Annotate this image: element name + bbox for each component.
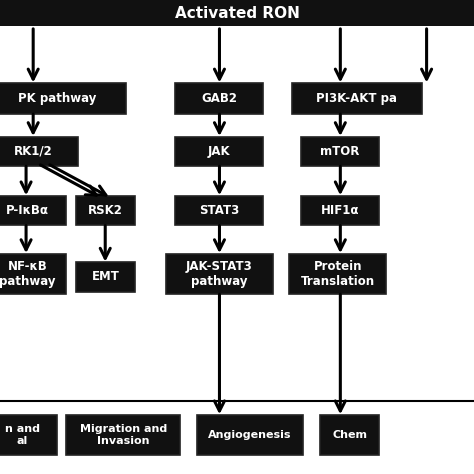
Text: JAK: JAK [208,145,230,158]
FancyBboxPatch shape [0,196,66,225]
FancyBboxPatch shape [0,254,66,294]
Text: Angiogenesis: Angiogenesis [208,430,292,440]
FancyBboxPatch shape [76,262,135,292]
FancyBboxPatch shape [175,137,263,166]
FancyBboxPatch shape [320,415,379,455]
Text: STAT3: STAT3 [199,204,239,217]
Text: Migration and
Invasion: Migration and Invasion [80,424,167,446]
FancyBboxPatch shape [289,254,386,294]
Text: GAB2: GAB2 [201,92,237,105]
Text: RSK2: RSK2 [88,204,123,217]
FancyBboxPatch shape [197,415,303,455]
FancyBboxPatch shape [175,83,263,114]
Text: JAK-STAT3
pathway: JAK-STAT3 pathway [186,260,253,288]
Text: EMT: EMT [91,270,119,283]
Text: HIF1α: HIF1α [321,204,359,217]
FancyBboxPatch shape [166,254,273,294]
Text: n and
al: n and al [5,424,40,446]
FancyBboxPatch shape [175,196,263,225]
Text: Chem: Chem [332,430,367,440]
Text: PK pathway: PK pathway [18,92,96,105]
Text: Protein
Translation: Protein Translation [301,260,375,288]
Text: P-IκBα: P-IκBα [6,204,49,217]
Text: Activated RON: Activated RON [174,6,300,20]
Text: NF-κB
pathway: NF-κB pathway [0,260,55,288]
FancyBboxPatch shape [76,196,135,225]
FancyBboxPatch shape [301,196,379,225]
FancyBboxPatch shape [0,137,78,166]
FancyBboxPatch shape [0,415,57,455]
Text: PI3K-AKT pa: PI3K-AKT pa [316,92,397,105]
FancyBboxPatch shape [0,83,126,114]
Text: mTOR: mTOR [320,145,360,158]
Text: RK1/2: RK1/2 [14,145,53,158]
FancyBboxPatch shape [0,0,474,26]
FancyBboxPatch shape [66,415,180,455]
FancyBboxPatch shape [292,83,422,114]
FancyBboxPatch shape [301,137,379,166]
